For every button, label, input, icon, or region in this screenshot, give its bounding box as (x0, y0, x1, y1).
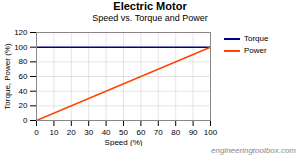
svg-text:100: 100 (14, 43, 28, 52)
svg-text:40: 40 (19, 87, 28, 96)
svg-text:80: 80 (171, 128, 180, 137)
svg-text:100: 100 (204, 128, 218, 137)
svg-text:40: 40 (102, 128, 111, 137)
svg-text:20: 20 (67, 128, 76, 137)
svg-text:90: 90 (189, 128, 198, 137)
svg-text:50: 50 (119, 128, 128, 137)
svg-text:120: 120 (14, 28, 28, 37)
svg-text:80: 80 (19, 57, 28, 66)
html-text:engineeringtoolbox.com: engineeringtoolbox.com (211, 146, 296, 155)
svg-text:20: 20 (19, 101, 28, 110)
svg-text:Speed (%): Speed (%) (105, 138, 143, 147)
html-text:Power: Power (244, 46, 267, 55)
svg-text:70: 70 (154, 128, 163, 137)
svg-text:0: 0 (34, 128, 39, 137)
svg-text:60: 60 (19, 72, 28, 81)
svg-text:30: 30 (84, 128, 93, 137)
svg-text:10: 10 (49, 128, 58, 137)
html-text:Electric Motor: Electric Motor (113, 0, 187, 12)
svg-text:60: 60 (136, 128, 145, 137)
html-text:Speed vs. Torque and Power: Speed vs. Torque and Power (92, 13, 208, 23)
svg-text:0: 0 (23, 116, 28, 125)
svg-text:Torque, Power (%): Torque, Power (%) (3, 43, 12, 110)
html-text:Torque: Torque (244, 34, 269, 43)
